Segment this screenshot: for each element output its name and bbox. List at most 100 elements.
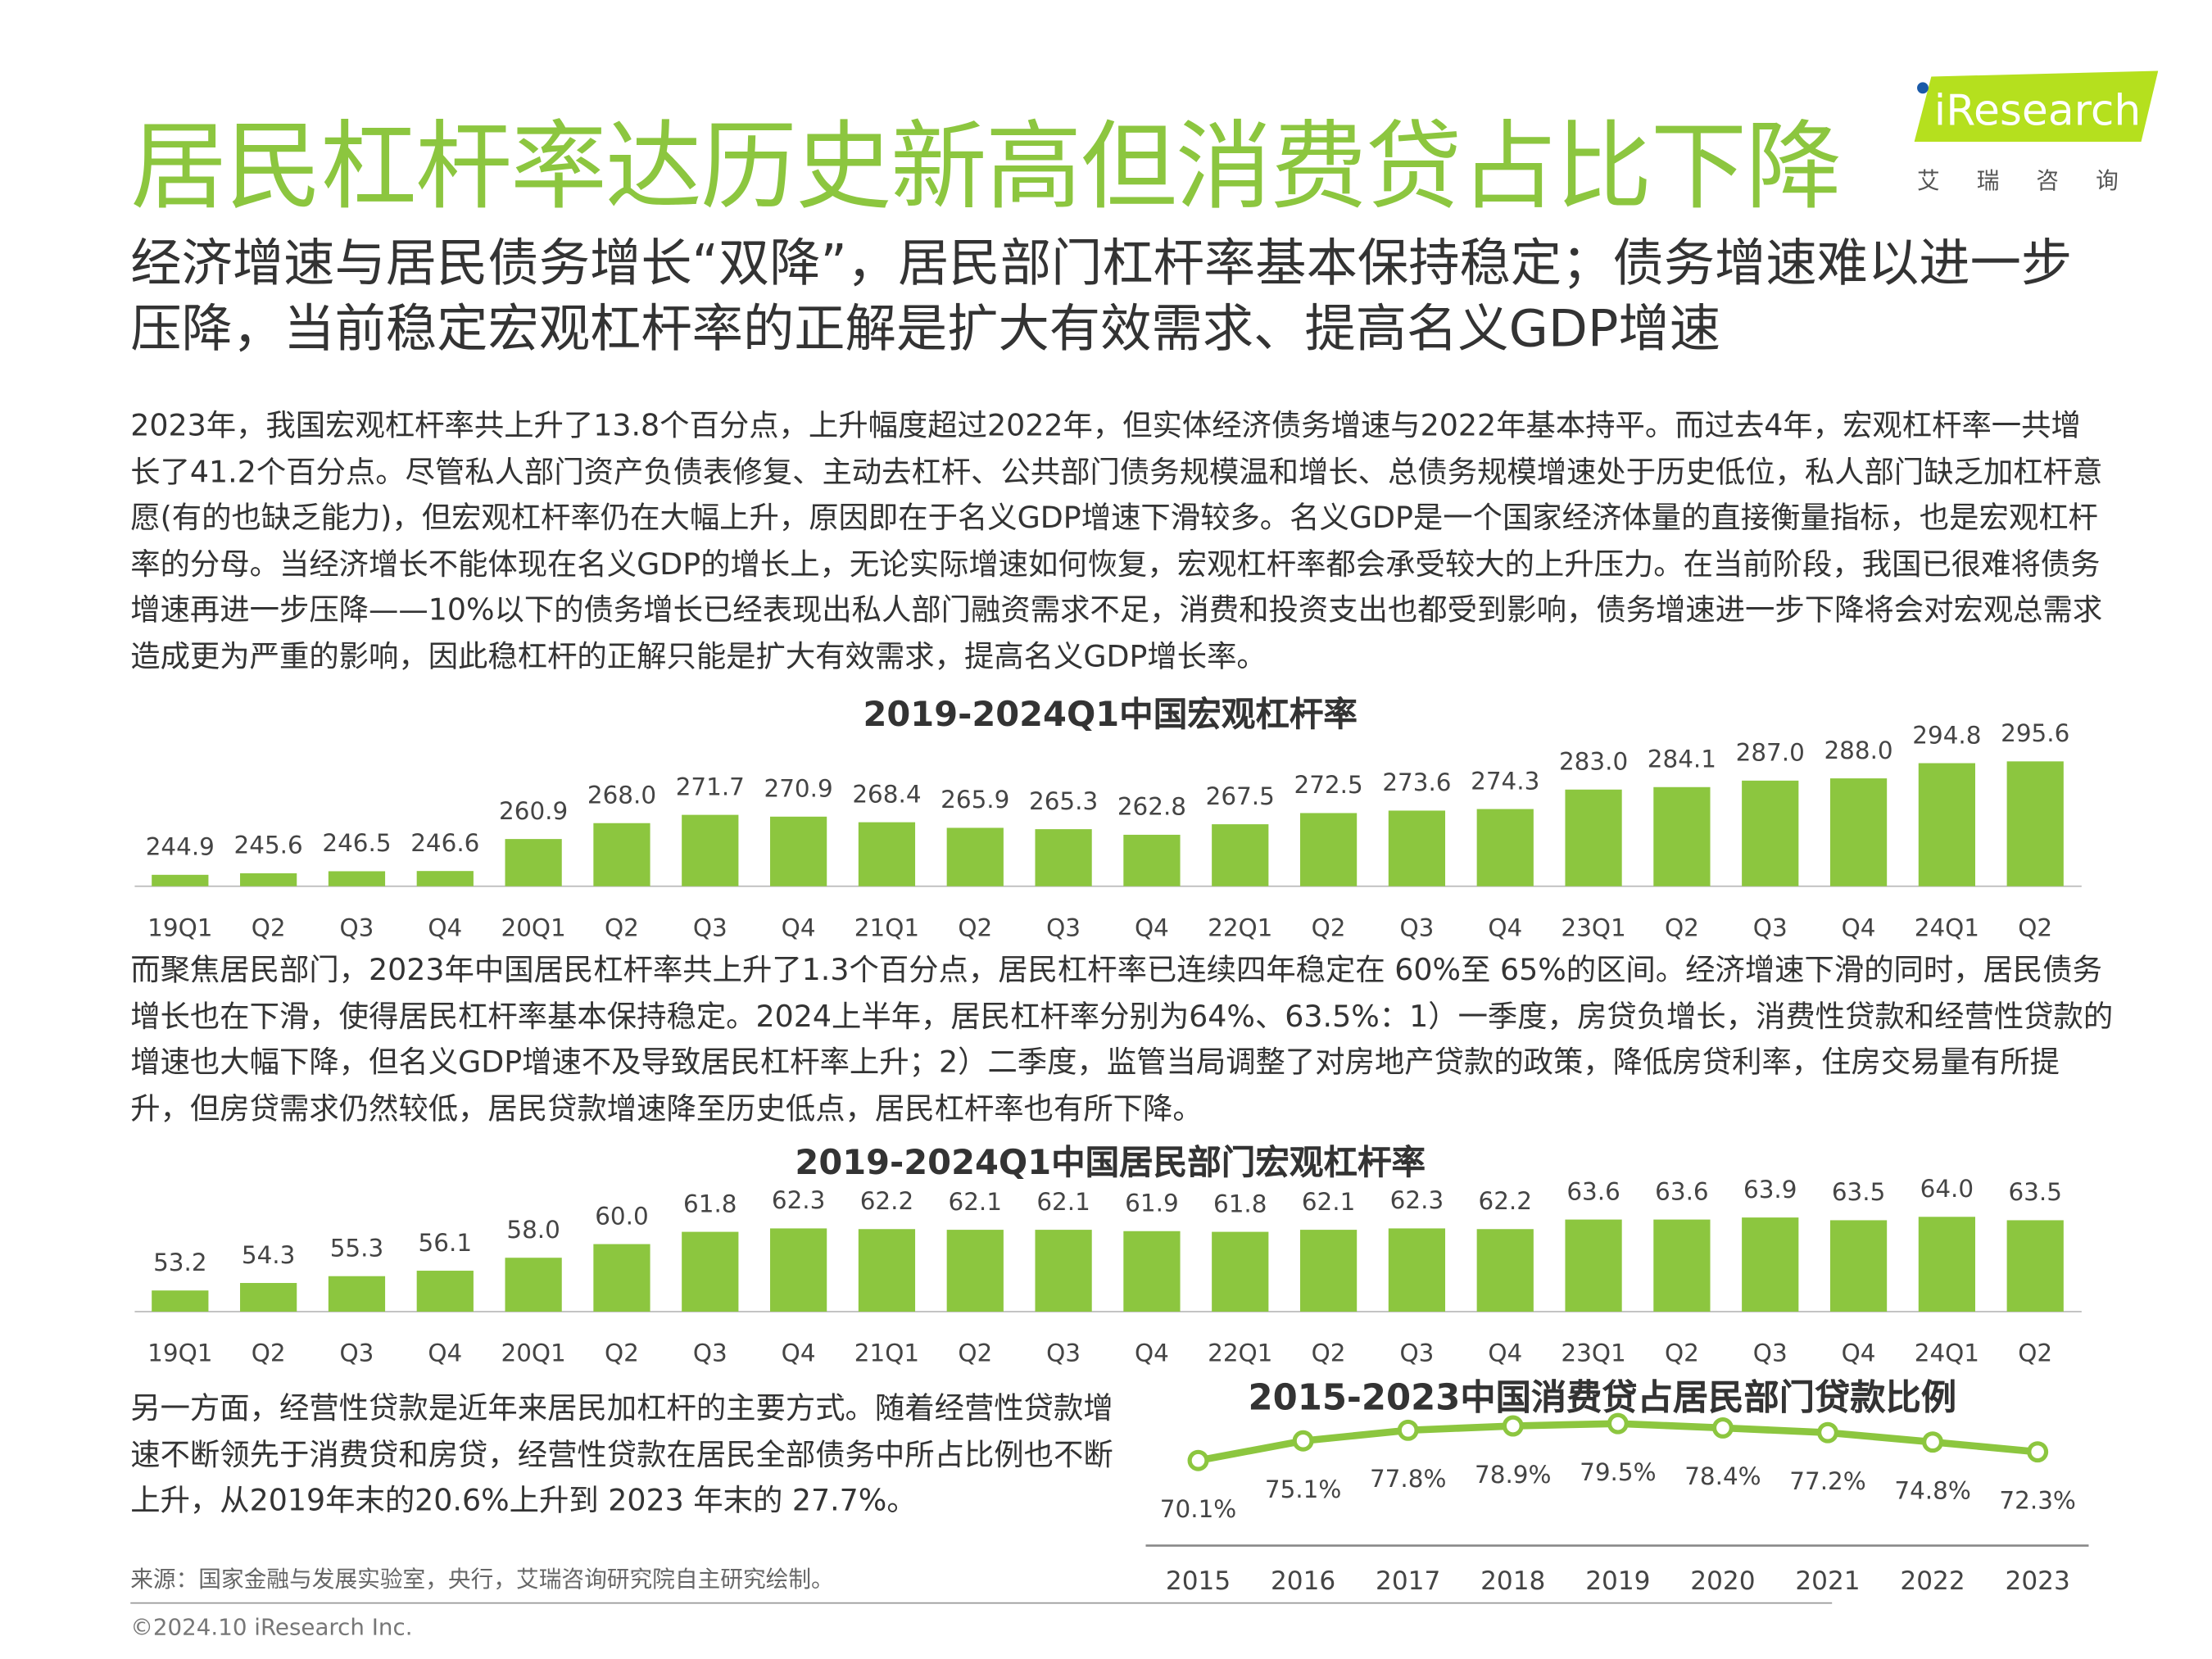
chart3-title: 2015-2023中国消费贷占居民部门贷款比例 [1248, 1376, 1957, 1418]
bar [682, 814, 739, 886]
bar-value-label: 63.6 [1566, 1177, 1620, 1205]
bar [593, 1244, 650, 1312]
x-tick-label: 2019 [1585, 1566, 1650, 1596]
bar [769, 816, 827, 886]
chart-household-leverage: 53.2 19Q1 54.3 Q2 55.3 Q3 56.1 Q4 58.0 20Q1 60.0 Q2… [134, 1177, 2082, 1367]
bar-value-label: 61.8 [1213, 1190, 1267, 1217]
chart-macro-leverage: 244.9 19Q1 245.6 Q2 246.5 Q3 246.6 Q4 260.9 20Q1 2… [134, 719, 2082, 941]
bar [1565, 1219, 1622, 1312]
x-tick-label: 19Q1 [147, 1339, 212, 1367]
bar [1388, 1228, 1446, 1312]
bar [505, 839, 562, 886]
bar [1653, 786, 1711, 886]
bar [1388, 810, 1446, 886]
data-point [1292, 1430, 1314, 1452]
bar [1035, 829, 1092, 886]
x-tick-label: 21Q1 [854, 1339, 919, 1367]
x-tick-label: Q2 [1312, 1339, 1346, 1367]
x-tick-label: 2022 [1900, 1566, 1965, 1596]
source-note: 来源：国家金融与发展实验室，央行，艾瑞咨询研究院自主研究绘制。 [130, 1565, 834, 1593]
bar [1742, 1217, 1799, 1312]
x-tick-label: Q3 [693, 1339, 728, 1367]
x-tick-label: Q2 [252, 1339, 286, 1367]
bar [416, 871, 474, 886]
bar [505, 1258, 562, 1312]
bar-value-label: 244.9 [146, 833, 215, 861]
bar-value-label: 294.8 [1912, 721, 1981, 749]
bar-value-label: 63.5 [1832, 1178, 1885, 1206]
bar [2006, 1220, 2064, 1312]
data-point [1397, 1419, 1419, 1441]
bar [1035, 1230, 1092, 1312]
bar-value-label: 284.1 [1648, 746, 1716, 773]
x-tick-label: Q2 [1665, 913, 1699, 941]
x-tick-label: 2018 [1480, 1566, 1545, 1596]
bar [1476, 1229, 1534, 1312]
bar-value-label: 271.7 [676, 773, 745, 800]
x-tick-label: Q3 [1399, 1339, 1434, 1367]
paragraph-household-leverage: 而聚焦居民部门，2023年中国居民杠杆率共上升了1.3个百分点，居民杠杆率已连续… [130, 953, 2114, 1126]
x-tick-label: 23Q1 [1561, 1339, 1625, 1367]
bar-value-label: 62.2 [1479, 1187, 1532, 1215]
x-tick-label: Q3 [1046, 913, 1081, 941]
x-tick-label: 20Q1 [501, 1339, 565, 1367]
data-label: 74.8% [1894, 1476, 1970, 1504]
x-tick-label: Q3 [1046, 1339, 1081, 1367]
x-tick-label: Q2 [958, 913, 992, 941]
x-tick-label: Q2 [252, 913, 286, 941]
bar-value-label: 63.5 [2008, 1178, 2061, 1206]
bar-value-label: 268.4 [852, 780, 921, 808]
bar-value-label: 246.6 [410, 829, 479, 857]
bar [946, 1230, 1004, 1312]
bar [1918, 763, 1976, 886]
bar [593, 823, 650, 886]
x-tick-label: 2020 [1690, 1566, 1755, 1596]
bar-value-label: 58.0 [506, 1216, 560, 1244]
logo-subtitle: 艾瑞咨询 [1917, 167, 2155, 195]
x-tick-label: 21Q1 [854, 913, 919, 941]
x-tick-label: 23Q1 [1561, 913, 1625, 941]
bar [858, 1229, 916, 1312]
x-tick-label: Q4 [1488, 913, 1522, 941]
bar [1123, 834, 1181, 886]
x-tick-label: Q3 [693, 913, 728, 941]
bar [946, 827, 1004, 886]
paragraph-macro-leverage: 2023年，我国宏观杠杆率共上升了13.8个百分点，上升幅度超过2022年，但实… [130, 408, 2103, 674]
bar-value-label: 62.1 [1036, 1188, 1090, 1216]
x-tick-label: Q3 [1753, 913, 1788, 941]
bar [1476, 809, 1534, 886]
bar [1299, 1230, 1358, 1312]
x-tick-label: Q4 [1135, 913, 1169, 941]
bar [240, 1283, 297, 1312]
bar [1565, 789, 1622, 886]
bar-value-label: 63.6 [1655, 1177, 1708, 1205]
bar-value-label: 64.0 [1920, 1177, 1974, 1203]
x-tick-label: Q4 [428, 1339, 462, 1367]
x-tick-label: 2015 [1166, 1566, 1231, 1596]
bar-value-label: 287.0 [1736, 739, 1805, 767]
bar-value-label: 54.3 [242, 1241, 295, 1269]
bar-value-label: 63.9 [1743, 1177, 1797, 1203]
bar-value-label: 55.3 [330, 1234, 383, 1262]
bar [1123, 1231, 1181, 1312]
x-tick-label: Q4 [1135, 1339, 1169, 1367]
bar-value-label: 265.3 [1029, 787, 1098, 815]
bar-value-label: 62.3 [772, 1186, 825, 1214]
bar [682, 1231, 739, 1312]
bar [1918, 1217, 1976, 1312]
bar-value-label: 246.5 [322, 829, 391, 857]
x-tick-label: Q3 [340, 913, 374, 941]
chart1-title: 2019-2024Q1中国宏观杠杆率 [863, 695, 1358, 735]
x-tick-label: 22Q1 [1208, 913, 1272, 941]
bar-value-label: 272.5 [1294, 771, 1362, 799]
chart2-title: 2019-2024Q1中国居民部门宏观杠杆率 [795, 1143, 1426, 1183]
bar [328, 1276, 386, 1312]
data-point [1502, 1415, 1524, 1437]
chart-consumer-loan-share: 70.1% 2015 75.1% 2016 77.8% 2017 78.9% 2018 79.5… [1145, 1412, 2089, 1596]
data-point [2027, 1441, 2049, 1463]
x-tick-label: Q4 [1488, 1339, 1522, 1367]
bar-value-label: 265.9 [941, 786, 1009, 814]
bar-value-label: 270.9 [764, 775, 833, 803]
bar [328, 871, 386, 886]
